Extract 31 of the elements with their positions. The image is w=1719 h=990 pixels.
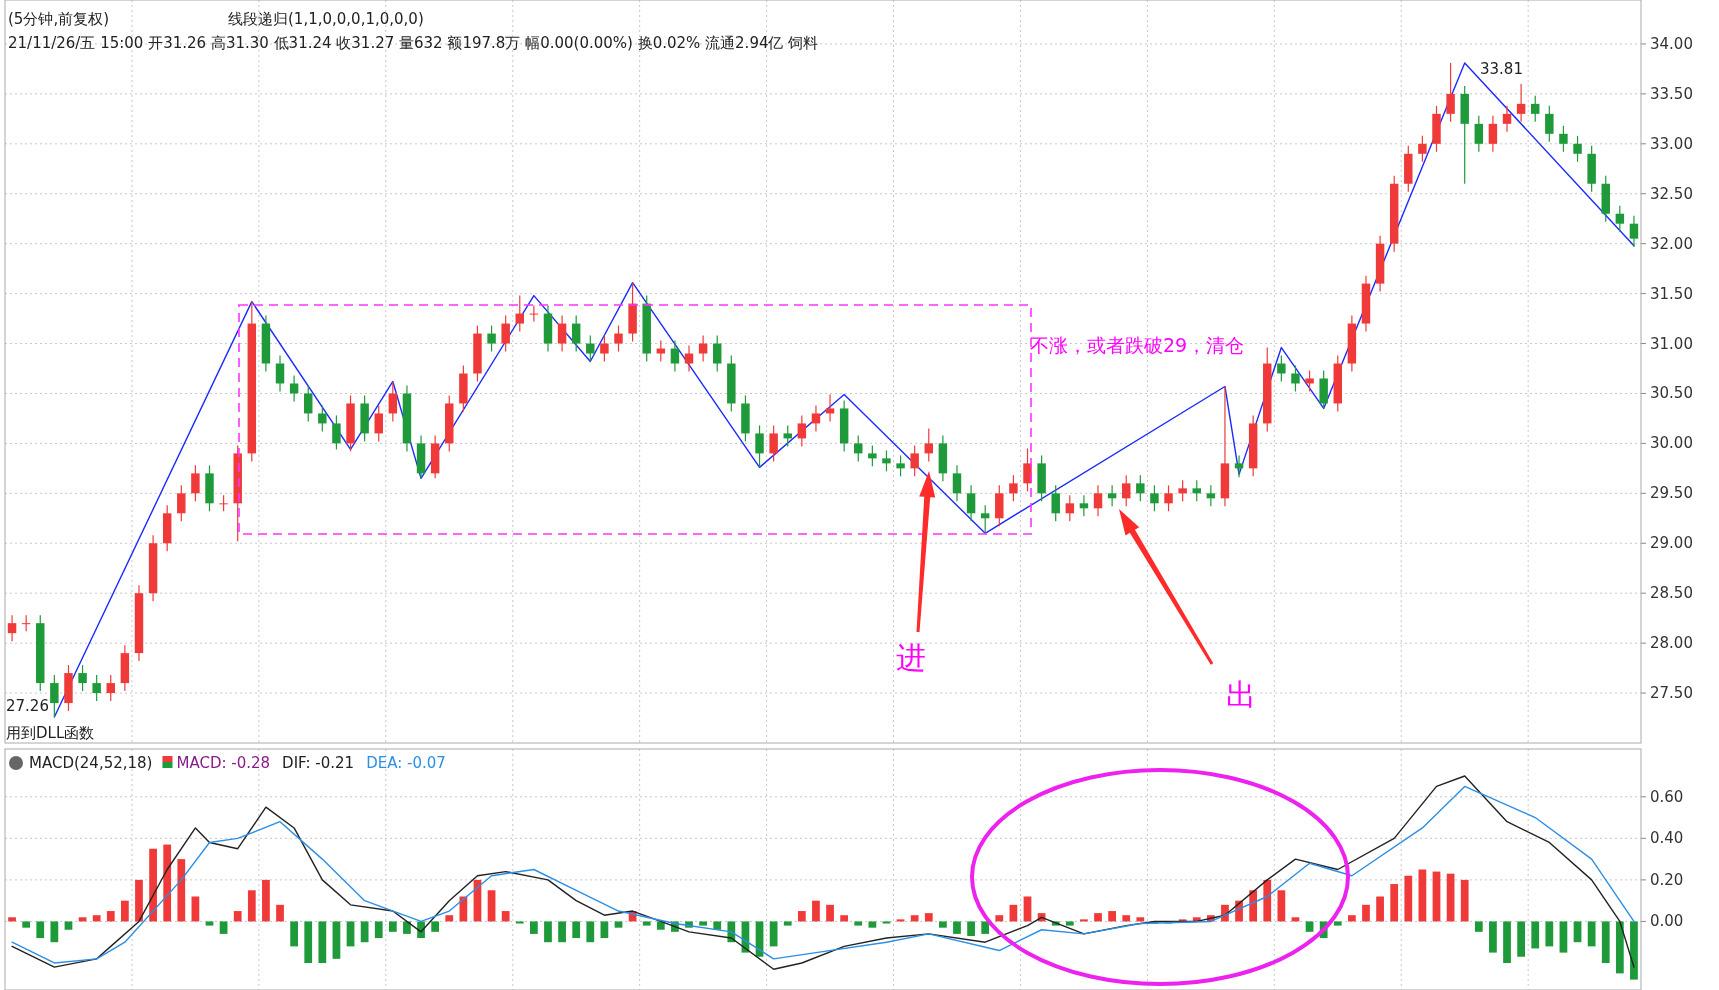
y-tick-label: 31.50 [1650,284,1693,303]
y-tick-label: 28.00 [1650,634,1693,653]
text: DIF: -0.21 [282,754,355,772]
y-tick-label: 30.00 [1650,434,1693,453]
y-tick-label: 31.00 [1650,334,1693,353]
annotation: 用到DLL函数 [6,724,95,742]
annotation: 33.81 [1480,60,1523,78]
y-tick-label: 32.00 [1650,234,1693,253]
annotation: 进 [896,640,926,675]
annotation: 27.26 [6,697,49,715]
y-tick-label: 28.50 [1650,584,1693,603]
y-tick-label: 29.00 [1650,534,1693,553]
y-tick-label: 30.50 [1650,384,1693,403]
y-tick-label: 33.00 [1650,134,1693,153]
y-tick-label: 0.60 [1650,787,1684,806]
y-tick-label: 27.50 [1650,684,1693,703]
annotation: 线段递归(1,1,0,0,0,1,0,0,0) [228,10,424,28]
y-tick-label: 32.50 [1650,184,1693,203]
annotation: (5分钟,前复权) [8,10,110,28]
y-tick-label: 0.40 [1650,829,1684,848]
text: DEA: -0.07 [366,754,446,772]
annotation: 出 [1226,677,1256,712]
y-tick-label: 29.50 [1650,484,1693,503]
annotation: 不涨，或者跌破29，清仓 [1030,334,1245,356]
y-tick-label: 34.00 [1650,34,1693,53]
legend-label: MACD: -0.28 [176,754,271,772]
chart-title: MACD(24,52,18) [29,754,153,772]
y-tick-label: 33.50 [1650,84,1693,103]
y-tick-label: 0.20 [1650,870,1684,889]
annotation: 21/11/26/五 15:00 开31.26 高31.30 低31.24 收31.27 量632 额197.8万 幅0.00(0.00%) 换0.02% 流通2.94亿 饲料 [8,34,819,52]
y-tick-label: 0.00 [1650,912,1684,931]
